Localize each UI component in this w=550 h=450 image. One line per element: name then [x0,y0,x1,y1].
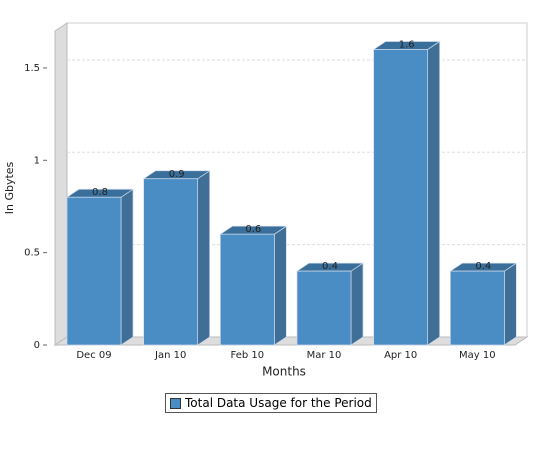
bar-side [427,40,441,346]
data-label: 0.8 [92,187,108,198]
bar-side [350,262,364,346]
x-tick-label: Mar 10 [307,350,342,361]
x-tick-label: Jan 10 [154,350,186,361]
bar-side [120,188,134,346]
x-tick-label: May 10 [459,350,496,361]
bar [449,270,505,346]
bar [373,49,429,346]
side-wall [54,22,68,346]
x-tick-label: Apr 10 [384,350,417,361]
bar-side [273,225,287,346]
legend-label: Total Data Usage for the Period [185,396,372,410]
legend-swatch [170,397,181,409]
y-tick-label: 0.5 [24,248,40,259]
bar [66,196,122,346]
data-label: 0.4 [475,261,491,272]
y-axis-label: In Gbytes [3,161,16,214]
bar [219,233,275,346]
bar [143,178,199,346]
legend: Total Data Usage for the Period [165,393,377,413]
y-tick-label: 1.5 [24,63,40,74]
data-label: 0.4 [322,261,338,272]
y-tick-label: 1 [34,155,40,166]
y-tick-label: 0 [34,340,40,351]
x-tick-label: Dec 09 [76,350,111,361]
x-tick-label: Feb 10 [231,350,265,361]
data-label: 0.6 [245,224,261,235]
bar-side [197,170,211,346]
bar-side [503,262,517,346]
data-label: 1.6 [399,39,415,50]
bar [296,270,352,346]
data-label: 0.9 [169,169,185,180]
x-axis-label: Months [262,365,306,379]
